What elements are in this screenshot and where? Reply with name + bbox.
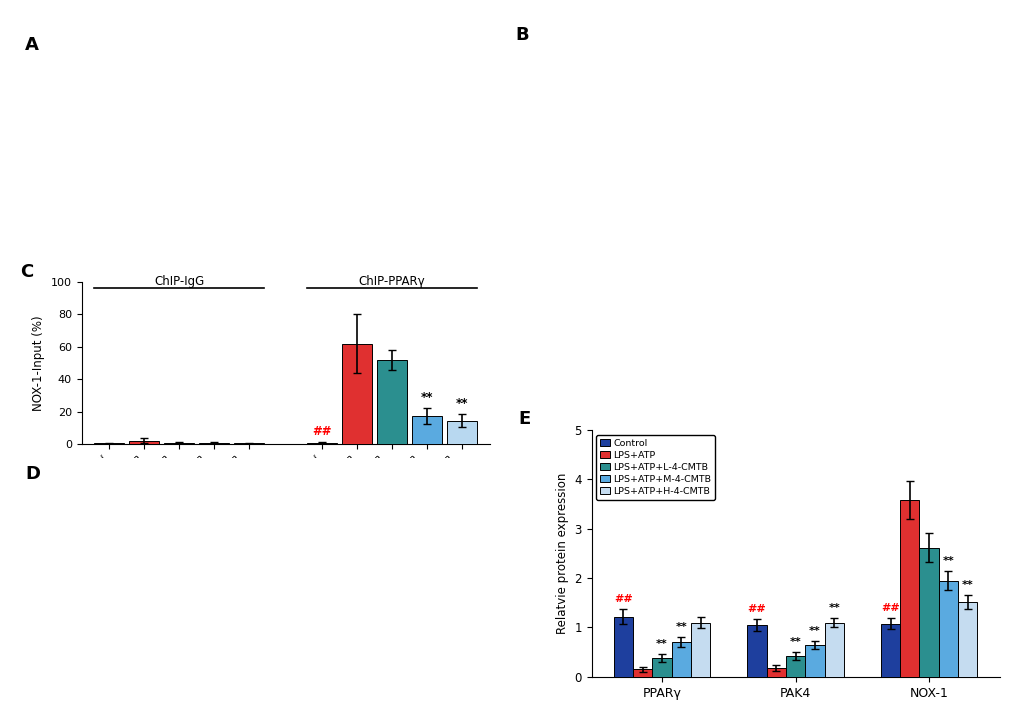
Bar [633,670,652,677]
Bar [341,343,372,444]
Text: ##: ## [880,603,899,613]
Text: ChIP-PPARγ: ChIP-PPARγ [359,275,425,288]
Legend: Control, LPS+ATP, LPS+ATP+L-4-CMTB, LPS+ATP+M-4-CMTB, LPS+ATP+H-4-CMTB: Control, LPS+ATP, LPS+ATP+L-4-CMTB, LPS+… [596,435,714,500]
Bar [307,443,336,444]
Bar [918,548,937,677]
Bar [652,658,672,677]
Bar [94,443,124,444]
Text: **: ** [808,626,820,636]
Text: ChIP-IgG: ChIP-IgG [154,275,204,288]
Bar [613,617,633,677]
Bar [377,360,407,444]
Text: ##: ## [613,594,632,604]
Bar [900,500,918,677]
Text: ##: ## [747,604,765,614]
Bar [672,642,690,677]
Y-axis label: NOX-1-Input (%): NOX-1-Input (%) [33,315,45,411]
Bar [128,441,159,444]
Text: **: ** [827,603,840,613]
Bar [690,623,709,677]
Text: **: ** [789,637,801,647]
Bar [747,625,766,677]
Text: **: ** [961,580,972,590]
Bar [880,623,900,677]
Bar [412,416,442,444]
Y-axis label: Relatvie protein expression: Relatvie protein expression [555,473,569,634]
Bar [957,602,976,677]
Text: A: A [24,36,39,54]
Bar [766,668,786,677]
Bar [823,623,843,677]
Bar [199,443,229,444]
Bar [446,421,477,444]
Text: C: C [20,262,34,281]
Text: **: ** [421,391,433,403]
Text: **: ** [455,397,468,410]
Bar [804,644,823,677]
Text: D: D [24,465,40,483]
Bar [164,443,194,444]
Bar [937,581,957,677]
Text: ##: ## [312,424,331,438]
Text: **: ** [655,639,667,649]
Bar [786,656,804,677]
Bar [234,443,264,444]
Text: **: ** [942,556,954,565]
Text: E: E [518,410,530,429]
Text: **: ** [675,623,687,632]
Text: B: B [515,26,528,44]
